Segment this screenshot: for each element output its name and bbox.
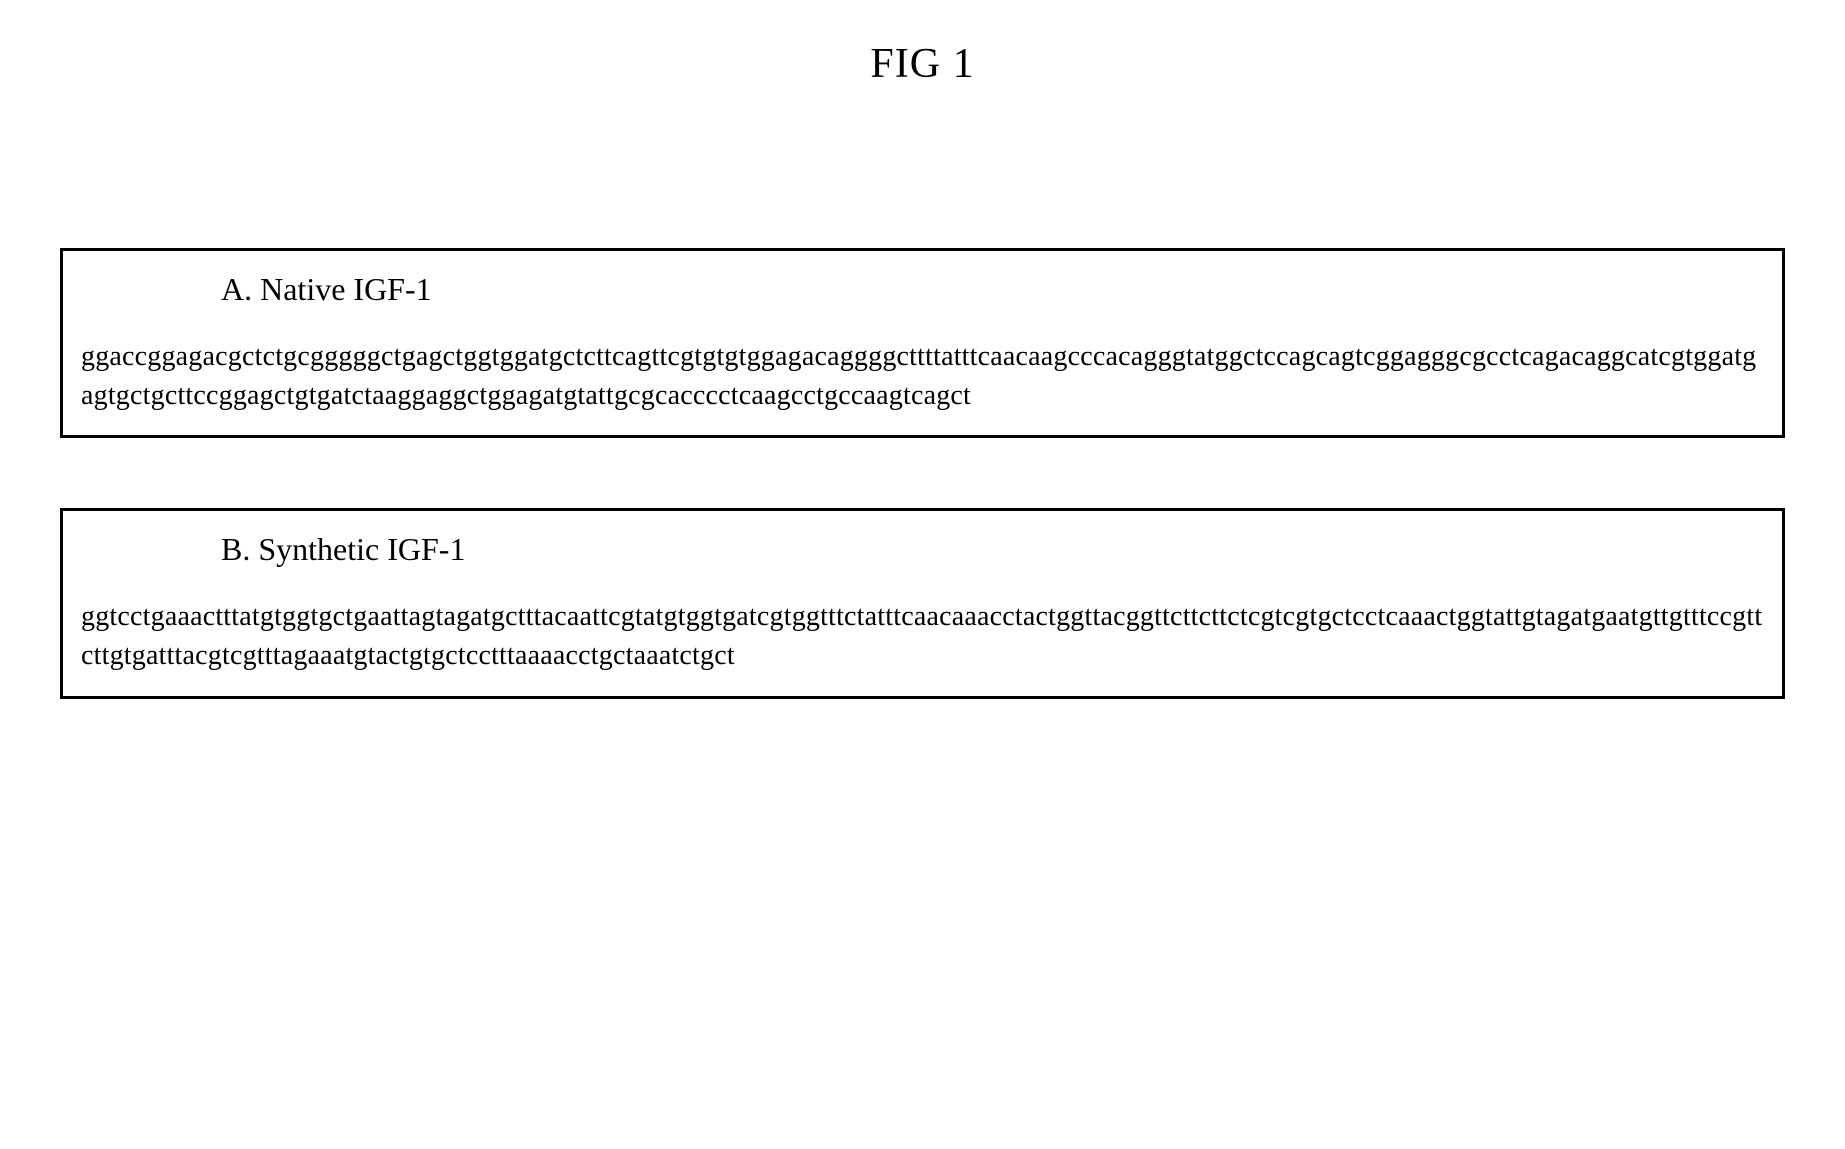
panel-a-box: A. Native IGF-1 ggaccggagacgctctgcgggggc… — [60, 248, 1785, 438]
panel-a-sequence: ggaccggagacgctctgcgggggctgagctggtggatgct… — [81, 338, 1764, 415]
panel-b-heading: B. Synthetic IGF-1 — [221, 531, 1764, 568]
panel-b-sequence: ggtcctgaaactttatgtggtgctgaattagtagatgctt… — [81, 598, 1764, 675]
panel-b-box: B. Synthetic IGF-1 ggtcctgaaactttatgtggt… — [60, 508, 1785, 698]
panel-a-heading: A. Native IGF-1 — [221, 271, 1764, 308]
figure-title: FIG 1 — [60, 40, 1785, 88]
